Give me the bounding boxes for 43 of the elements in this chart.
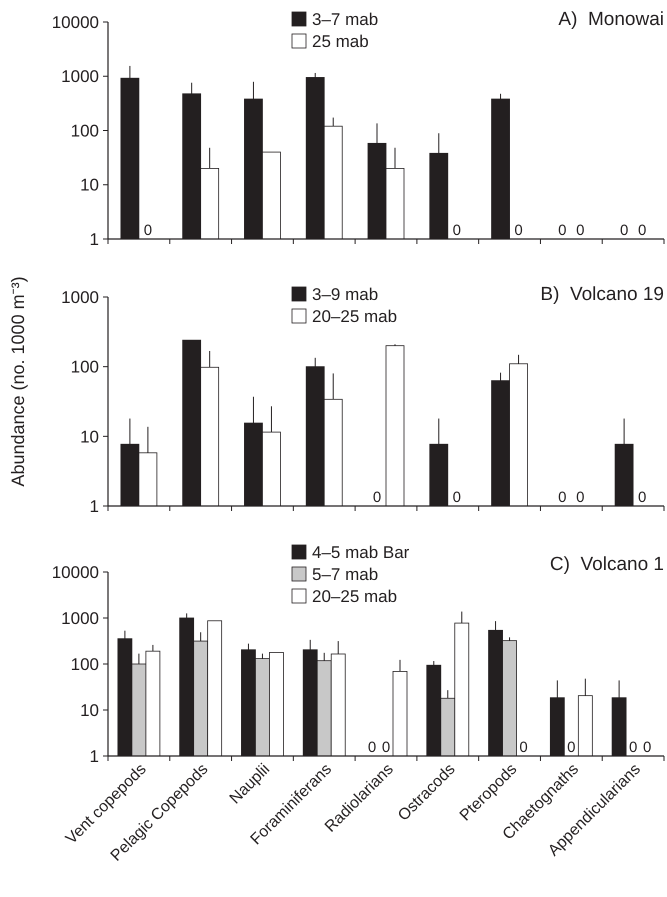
text: 0 [620, 222, 628, 239]
text: 0 [576, 222, 585, 239]
text: 0 [452, 489, 461, 506]
text: 0 [144, 222, 152, 239]
legend-label: 4–5 mab Bar [312, 542, 410, 562]
chart-title: B) Volcano 19 [540, 284, 664, 305]
text: 0 [452, 222, 461, 239]
y-tick-label: 10 [80, 176, 99, 195]
y-axis-title: Abundance (no. 1000 m⁻³) [8, 276, 28, 487]
y-tick-label: 1000 [61, 288, 99, 307]
y-tick-label: 1 [90, 746, 99, 766]
text: 0 [558, 222, 567, 239]
text: 0 [519, 739, 528, 756]
text: 0 [638, 489, 646, 506]
legend-label: 20–25 mab [312, 586, 398, 606]
y-tick-label: 1 [90, 496, 99, 516]
y-tick-label: 100 [70, 121, 99, 140]
y-tick-label: 10000 [52, 562, 99, 582]
text: 0 [576, 489, 585, 506]
legend-label: 3–9 mab [312, 284, 378, 304]
text: 0 [368, 739, 376, 756]
y-tick-label: 1 [90, 230, 99, 249]
y-tick-label: 10 [80, 427, 99, 446]
legend-label: 20–25 mab [312, 306, 398, 326]
legend-label: 5–7 mab [312, 564, 378, 584]
text: 0 [514, 222, 523, 239]
y-tick-label: 1000 [61, 67, 99, 86]
text: 0 [372, 489, 382, 506]
y-tick-label: 10 [80, 700, 99, 720]
text: 0 [567, 739, 576, 756]
legend-label: 25 mab [312, 32, 369, 51]
y-tick-label: 100 [70, 654, 99, 674]
chart-title: C) Volcano 1 [550, 554, 664, 575]
text: 0 [382, 739, 390, 756]
y-tick-label: 10000 [52, 12, 99, 32]
text: 0 [638, 222, 646, 239]
chart-title: A) Monowai [558, 9, 664, 30]
text: 0 [642, 739, 652, 756]
y-tick-label: 1000 [61, 608, 99, 628]
text: 0 [558, 489, 567, 506]
y-tick-label: 100 [70, 358, 99, 377]
legend-label: 3–7 mab [312, 10, 378, 29]
text: 0 [628, 739, 638, 756]
